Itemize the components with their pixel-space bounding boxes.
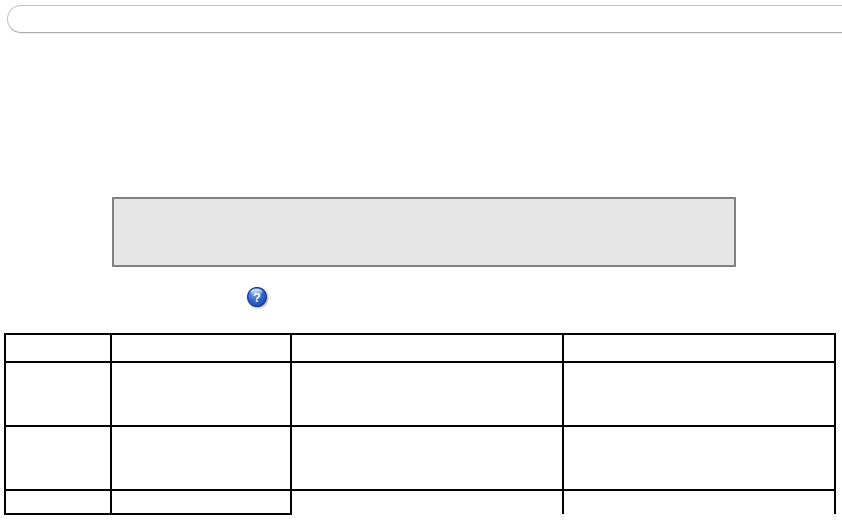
table-header-cell xyxy=(290,333,564,363)
table-row xyxy=(4,425,836,491)
table-header-cell xyxy=(562,333,836,363)
table-header-cell xyxy=(4,333,112,363)
table-header-row xyxy=(4,333,836,363)
table-cell xyxy=(4,489,112,515)
table-row xyxy=(4,489,836,515)
notice-box xyxy=(112,197,736,267)
table-cell xyxy=(290,425,564,491)
address-bar[interactable] xyxy=(7,5,842,33)
help-button[interactable]: ? xyxy=(246,286,268,308)
table-cell xyxy=(290,361,564,427)
table-cell xyxy=(4,361,112,427)
data-table xyxy=(4,333,836,515)
table-cell xyxy=(562,361,836,427)
table-row xyxy=(4,361,836,427)
help-question-icon: ? xyxy=(246,286,268,308)
table-cell xyxy=(290,489,564,514)
table-cell xyxy=(562,425,836,491)
table-cell xyxy=(110,361,292,427)
table-header-cell xyxy=(110,333,292,363)
table-cell xyxy=(110,425,292,491)
svg-text:?: ? xyxy=(253,290,261,305)
table-cell xyxy=(110,489,292,515)
table-cell xyxy=(4,425,112,491)
table-cell xyxy=(562,489,836,514)
